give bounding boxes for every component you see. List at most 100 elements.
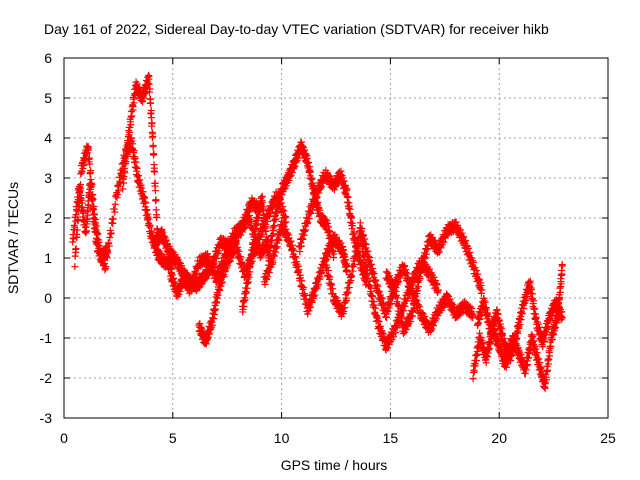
- plus-marker: [94, 230, 102, 238]
- plus-marker: [421, 312, 429, 320]
- plus-marker: [299, 142, 307, 150]
- plus-marker: [449, 304, 457, 312]
- plus-marker: [489, 325, 497, 333]
- plus-marker: [80, 161, 88, 169]
- plus-marker: [234, 246, 242, 254]
- y-tick-label-0: -3: [40, 410, 53, 426]
- plus-marker: [340, 177, 348, 185]
- plus-marker: [525, 354, 533, 362]
- plus-marker: [307, 209, 315, 217]
- plus-marker: [333, 233, 341, 241]
- plus-marker: [310, 197, 318, 205]
- chart-title: Day 161 of 2022, Sidereal Day-to-day VTE…: [44, 21, 549, 37]
- plus-marker: [308, 174, 316, 182]
- plus-marker: [130, 99, 138, 107]
- plus-marker: [295, 266, 303, 274]
- plus-marker: [250, 236, 258, 244]
- tick-labels: 0 5 10 15 20 25 -3 -2 -1 0 1 2 3 4 5 6: [40, 50, 616, 446]
- y-tick-label-1: -2: [40, 370, 53, 386]
- plus-marker: [159, 228, 167, 236]
- plus-marker: [106, 234, 114, 242]
- plus-marker: [327, 281, 335, 289]
- plus-marker: [294, 154, 302, 162]
- plus-marker: [247, 259, 255, 267]
- plus-marker: [517, 350, 525, 358]
- plot-frame: [63, 57, 609, 419]
- plus-marker: [265, 269, 273, 277]
- plus-marker: [485, 345, 493, 353]
- y-axis-label: SDTVAR / TECUs: [5, 182, 21, 294]
- plus-marker: [299, 283, 307, 291]
- plus-marker: [552, 296, 560, 304]
- plus-marker: [145, 215, 153, 223]
- plus-marker: [142, 199, 150, 207]
- plus-marker: [514, 329, 522, 337]
- plus-marker: [206, 330, 214, 338]
- plus-marker: [151, 179, 159, 187]
- plus-marker: [267, 241, 275, 249]
- plus-marker: [123, 145, 131, 153]
- plus-marker: [343, 185, 351, 193]
- plus-marker: [285, 176, 293, 184]
- plus-marker: [192, 271, 200, 279]
- plus-marker: [513, 335, 521, 343]
- plus-marker: [535, 323, 543, 331]
- plus-marker: [345, 202, 353, 210]
- plus-marker: [557, 280, 565, 288]
- plus-marker: [270, 222, 278, 230]
- plus-marker: [469, 310, 477, 318]
- plus-marker: [324, 220, 332, 228]
- plus-marker: [469, 375, 477, 383]
- plus-marker: [397, 311, 405, 319]
- plus-marker: [475, 275, 483, 283]
- plus-marker: [130, 147, 138, 155]
- plus-marker: [262, 227, 270, 235]
- plus-marker: [404, 276, 412, 284]
- plus-marker: [275, 201, 283, 209]
- plus-marker: [218, 278, 226, 286]
- plus-marker: [551, 325, 559, 333]
- plus-marker: [109, 215, 117, 223]
- plus-marker: [179, 265, 187, 273]
- plus-marker: [346, 205, 354, 213]
- plus-marker: [536, 359, 544, 367]
- plus-marker: [347, 213, 355, 221]
- plus-marker: [448, 299, 456, 307]
- plus-marker: [350, 228, 358, 236]
- plus-marker: [267, 209, 275, 217]
- y-tick-label-4: 1: [44, 250, 52, 266]
- plus-marker: [90, 203, 98, 211]
- plus-marker: [162, 236, 170, 244]
- plus-marker: [531, 305, 539, 313]
- plus-marker: [398, 314, 406, 322]
- plus-marker: [319, 179, 327, 187]
- plus-marker: [302, 226, 310, 234]
- plus-marker: [556, 288, 564, 296]
- plus-marker: [482, 359, 490, 367]
- plus-marker: [129, 140, 137, 148]
- plus-marker: [214, 291, 222, 299]
- plus-marker: [104, 246, 112, 254]
- plus-marker: [343, 266, 351, 274]
- plus-marker: [205, 253, 213, 261]
- plus-marker: [282, 225, 290, 233]
- plus-marker: [337, 167, 345, 175]
- plus-marker: [143, 206, 151, 214]
- plus-marker: [259, 198, 267, 206]
- plus-marker: [263, 233, 271, 241]
- plus-marker: [558, 314, 566, 322]
- plus-marker: [530, 337, 538, 345]
- x-tick-label-3: 15: [383, 430, 399, 446]
- plus-marker: [511, 340, 519, 348]
- plus-marker: [482, 304, 490, 312]
- plus-marker: [73, 226, 81, 234]
- plus-marker: [146, 221, 154, 229]
- plus-marker: [497, 324, 505, 332]
- plus-marker: [416, 275, 424, 283]
- plus-marker: [113, 190, 121, 198]
- plus-marker: [374, 317, 382, 325]
- plus-marker: [244, 213, 252, 221]
- plus-marker: [120, 179, 128, 187]
- plus-marker: [539, 343, 547, 351]
- plus-marker: [140, 94, 148, 102]
